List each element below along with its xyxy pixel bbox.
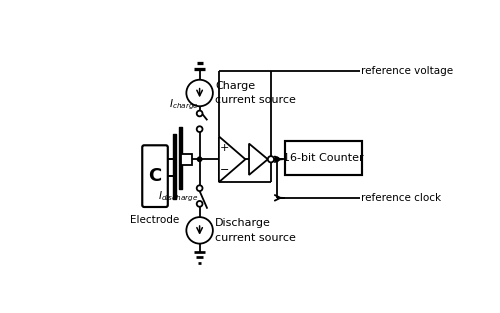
Text: current source: current source (216, 95, 296, 105)
Text: Discharge: Discharge (216, 218, 271, 228)
Text: Electrode: Electrode (130, 214, 180, 224)
Polygon shape (249, 144, 268, 175)
Text: 16-bit Counter: 16-bit Counter (284, 153, 364, 163)
Circle shape (196, 201, 202, 207)
Text: Charge: Charge (216, 81, 256, 91)
Text: −: − (220, 165, 229, 175)
Text: reference voltage: reference voltage (361, 66, 453, 76)
Circle shape (186, 217, 213, 244)
Polygon shape (219, 136, 246, 182)
Circle shape (196, 110, 202, 116)
Text: current source: current source (216, 233, 296, 243)
Text: C: C (148, 167, 162, 185)
Circle shape (196, 185, 202, 191)
FancyBboxPatch shape (142, 145, 168, 207)
Text: reference clock: reference clock (361, 193, 441, 203)
Text: $I_{discharge}$: $I_{discharge}$ (158, 189, 198, 204)
Circle shape (274, 157, 279, 162)
Bar (285, 141, 362, 175)
Text: +: + (220, 143, 229, 153)
Text: $I_{charge}$: $I_{charge}$ (168, 98, 198, 112)
Circle shape (186, 80, 213, 106)
Bar (181, 154, 192, 165)
Circle shape (198, 157, 202, 162)
Circle shape (268, 156, 274, 162)
Circle shape (196, 126, 202, 132)
